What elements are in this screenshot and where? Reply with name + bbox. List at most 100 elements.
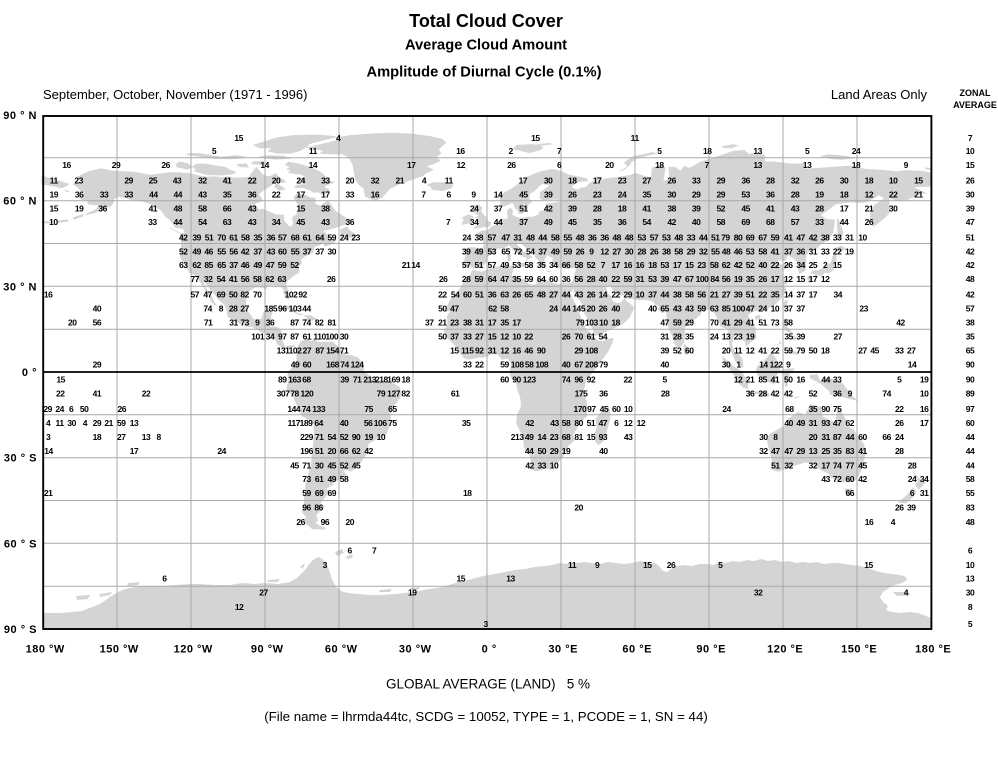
svg-text:97: 97 — [587, 404, 596, 414]
svg-text:56: 56 — [722, 274, 731, 284]
svg-text:15: 15 — [833, 260, 842, 270]
svg-text:58: 58 — [253, 274, 262, 284]
svg-text:36: 36 — [346, 217, 355, 227]
svg-text:18: 18 — [703, 146, 712, 156]
svg-text:31: 31 — [821, 432, 830, 442]
svg-text:63: 63 — [179, 260, 188, 270]
svg-text:74: 74 — [340, 359, 349, 369]
svg-text:44: 44 — [660, 290, 669, 300]
svg-text:58: 58 — [340, 474, 349, 484]
svg-text:20: 20 — [722, 345, 731, 355]
svg-text:27: 27 — [240, 303, 249, 313]
svg-text:17: 17 — [488, 318, 497, 328]
svg-text:77: 77 — [846, 460, 855, 470]
svg-text:33: 33 — [687, 233, 696, 243]
svg-text:24: 24 — [296, 176, 305, 186]
svg-text:6: 6 — [557, 160, 562, 170]
svg-text:38: 38 — [475, 233, 484, 243]
svg-text:60: 60 — [303, 359, 312, 369]
svg-text:17: 17 — [821, 460, 830, 470]
svg-text:60: 60 — [549, 274, 558, 284]
svg-text:33: 33 — [321, 176, 330, 186]
svg-text:24: 24 — [462, 233, 471, 243]
svg-text:133: 133 — [312, 404, 326, 414]
svg-text:39: 39 — [544, 190, 553, 200]
svg-text:26: 26 — [576, 246, 585, 256]
svg-text:97: 97 — [966, 404, 975, 414]
svg-text:43: 43 — [791, 203, 800, 213]
svg-text:68: 68 — [766, 217, 775, 227]
svg-text:67: 67 — [574, 359, 583, 369]
svg-text:48: 48 — [576, 233, 585, 243]
svg-text:35: 35 — [593, 217, 602, 227]
svg-text:74: 74 — [882, 389, 891, 399]
svg-text:24: 24 — [217, 446, 226, 456]
svg-text:35: 35 — [642, 190, 651, 200]
svg-text:33: 33 — [833, 374, 842, 384]
svg-text:28: 28 — [758, 389, 767, 399]
svg-text:58: 58 — [966, 474, 975, 484]
svg-text:42: 42 — [544, 203, 553, 213]
svg-text:55: 55 — [966, 488, 975, 498]
svg-text:45: 45 — [741, 203, 750, 213]
svg-text:23: 23 — [351, 233, 360, 243]
svg-text:23: 23 — [593, 190, 602, 200]
svg-text:40: 40 — [93, 303, 102, 313]
svg-text:44: 44 — [562, 303, 571, 313]
svg-text:29: 29 — [93, 359, 102, 369]
svg-text:58: 58 — [525, 359, 534, 369]
svg-text:40: 40 — [784, 418, 793, 428]
svg-text:7: 7 — [705, 160, 710, 170]
svg-text:41: 41 — [223, 176, 232, 186]
svg-text:30: 30 — [328, 246, 337, 256]
svg-text:66: 66 — [340, 446, 349, 456]
svg-text:26: 26 — [568, 190, 577, 200]
svg-text:8: 8 — [968, 602, 973, 612]
svg-text:28: 28 — [673, 332, 682, 342]
svg-text:28: 28 — [462, 274, 471, 284]
svg-text:29: 29 — [692, 190, 701, 200]
svg-text:56: 56 — [229, 246, 238, 256]
svg-text:24: 24 — [55, 404, 64, 414]
svg-text:48: 48 — [612, 233, 621, 243]
svg-text:36: 36 — [267, 233, 276, 243]
svg-text:63: 63 — [278, 274, 287, 284]
svg-text:37: 37 — [229, 260, 238, 270]
svg-text:19: 19 — [562, 446, 571, 456]
svg-text:30: 30 — [625, 246, 634, 256]
svg-text:10: 10 — [636, 290, 645, 300]
svg-text:80: 80 — [574, 418, 583, 428]
svg-text:18: 18 — [618, 203, 627, 213]
svg-text:59: 59 — [500, 359, 509, 369]
svg-text:60 ° S: 60 ° S — [4, 538, 37, 550]
svg-text:59: 59 — [771, 233, 780, 243]
svg-text:43: 43 — [550, 418, 559, 428]
svg-text:31: 31 — [475, 318, 484, 328]
svg-text:92: 92 — [587, 374, 596, 384]
svg-text:169: 169 — [387, 374, 401, 384]
svg-text:59: 59 — [328, 233, 337, 243]
svg-text:12: 12 — [600, 246, 609, 256]
svg-text:4: 4 — [336, 133, 341, 143]
svg-text:40: 40 — [648, 303, 657, 313]
svg-text:50: 50 — [438, 303, 447, 313]
svg-text:36: 36 — [562, 274, 571, 284]
svg-text:7: 7 — [446, 217, 451, 227]
svg-text:8: 8 — [773, 432, 778, 442]
svg-text:29: 29 — [124, 176, 133, 186]
svg-text:41: 41 — [758, 345, 767, 355]
svg-text:26: 26 — [118, 404, 127, 414]
svg-text:37: 37 — [303, 246, 312, 256]
svg-text:0 °: 0 ° — [482, 644, 497, 656]
svg-text:18: 18 — [865, 176, 874, 186]
svg-text:47: 47 — [966, 217, 975, 227]
svg-text:31: 31 — [636, 274, 645, 284]
svg-text:54: 54 — [451, 290, 460, 300]
svg-text:7: 7 — [372, 546, 377, 556]
svg-text:57: 57 — [278, 233, 287, 243]
svg-text:27: 27 — [858, 345, 867, 355]
svg-text:73: 73 — [302, 474, 311, 484]
svg-text:18: 18 — [93, 432, 102, 442]
svg-text:13: 13 — [803, 160, 812, 170]
svg-text:33: 33 — [346, 190, 355, 200]
